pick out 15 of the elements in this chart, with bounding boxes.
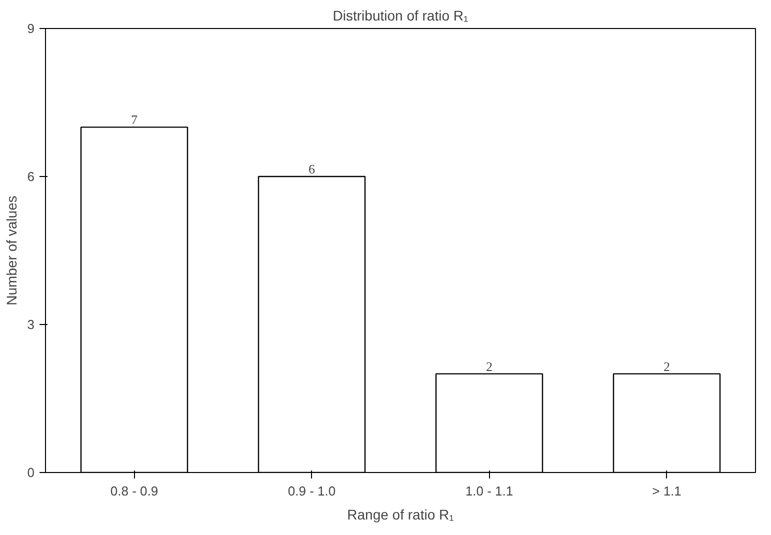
x-tick-label: 0.9 - 1.0 xyxy=(288,484,336,498)
data-label: 2 xyxy=(664,358,670,374)
y-tick-label: 3 xyxy=(27,317,35,332)
x-tick-label: > 1.1 xyxy=(652,484,682,498)
data-label: 6 xyxy=(308,162,316,176)
data-label: 2 xyxy=(486,358,492,374)
chart-title: Distribution of ratio R₁ xyxy=(332,8,468,24)
y-axis-title: Number of values xyxy=(3,196,20,306)
y-tick-label: 6 xyxy=(27,169,35,184)
x-tick-label: 0.8 - 0.9 xyxy=(110,484,158,498)
x-tick-label: 1.0 - 1.1 xyxy=(465,484,514,498)
x-axis-title: Range of ratio R₁ xyxy=(347,506,454,522)
data-label: 7 xyxy=(131,112,138,128)
y-tick-label: 9 xyxy=(27,21,35,36)
y-tick-label: 0 xyxy=(27,465,35,480)
